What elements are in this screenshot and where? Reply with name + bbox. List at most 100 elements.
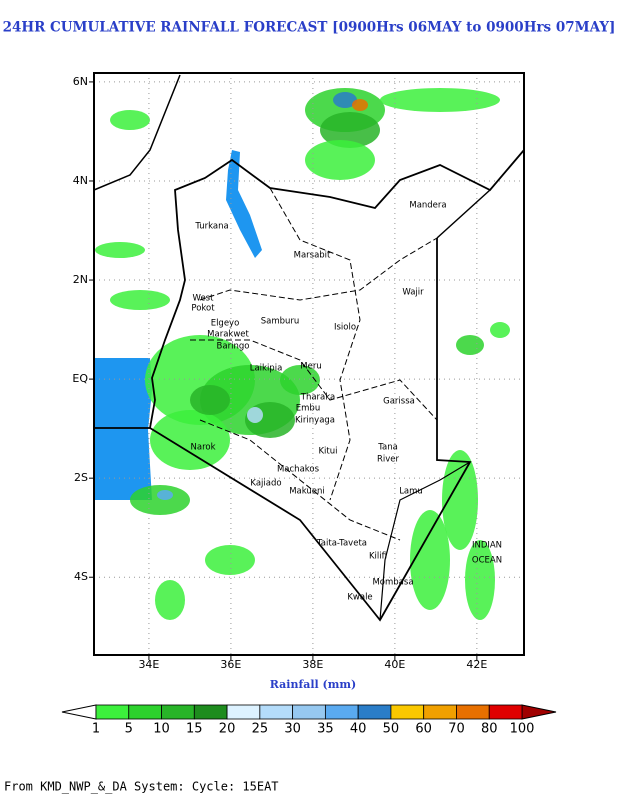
place-label: Elgeyo [211,319,240,329]
map [93,73,525,655]
colorbar-label: 70 [448,722,465,737]
x-tick-label: 36E [220,658,241,671]
colorbar-label: 40 [350,722,367,737]
place-label: River [377,455,400,465]
y-tick-label: 4S [74,570,88,583]
border [190,339,438,421]
colorbar-bin [292,704,326,720]
colorbar-under [61,704,97,720]
colorbar-label: 5 [125,722,133,737]
rain-area [380,88,500,112]
border [93,74,181,191]
lake-turkana [226,150,262,258]
colorbar-label: 50 [383,722,400,737]
colorbar-bin [128,704,162,720]
place-label: Pokot [191,304,215,314]
place-label: OCEAN [472,556,502,566]
place-label: Mandera [409,201,446,211]
rain-area [410,510,450,610]
colorbar-bin [324,704,359,720]
colorbar-label: 15 [186,722,203,737]
place-label: Tana [377,443,398,453]
colorbar-label: 60 [415,722,432,737]
rain-area [190,385,230,415]
colorbar-bin [259,704,294,720]
y-tick-label: 2S [74,471,88,484]
place-label: Garissa [383,397,415,407]
place-label: Lamu [399,487,423,497]
x-tick-label: 40E [384,658,405,671]
y-tick-label: 6N [73,75,88,88]
rain-area [280,365,320,395]
colorbar-bin [161,704,195,720]
colorbar-label: 10 [153,722,170,737]
place-label: Baringo [217,342,250,352]
y-tick-label: 2N [73,273,88,286]
x-axis-label: Rainfall (mm) [270,678,356,691]
map-frame [93,72,525,656]
colorbar-label: 100 [510,722,535,737]
colorbar-label: 25 [252,722,269,737]
place-label: Wajir [402,288,424,298]
rain-area [130,485,190,515]
rain-area [205,545,255,575]
rain-area [352,99,368,111]
colorbar-label: 35 [317,722,334,737]
rain-area [247,407,263,423]
colorbar-label: 30 [284,722,301,737]
place-label: Narok [191,443,216,453]
place-label: Kwale [347,593,372,603]
y-tick-label: 4N [73,174,88,187]
rain-area [490,322,510,338]
colorbar-bin [456,704,490,720]
border [199,237,438,301]
place-label: INDIAN [472,541,502,551]
border [199,419,401,541]
y-tick-label: EQ [72,372,88,385]
footer: From KMD_NWP_&_DA System: Cycle: 15EAT [4,780,279,794]
place-label: Samburu [261,317,300,327]
place-label: Laikipia [250,364,283,374]
colorbar-bin [357,704,392,720]
rain-area [150,410,230,470]
rain-area [95,242,145,258]
place-label: Turkana [194,222,228,232]
place-label: Makueni [289,487,325,497]
x-tick-label: 38E [302,658,323,671]
rain-area [155,580,185,620]
place-label: West [193,294,215,304]
rain-area [305,140,375,180]
lake-victoria [94,358,152,500]
border [149,149,525,429]
rain-area [157,490,173,500]
colorbar-bin [193,704,228,720]
place-label: Machakos [277,465,320,475]
rain-area [320,112,380,148]
rain-area [110,290,170,310]
border [379,461,471,621]
place-label: Taita-Taveta [316,539,367,549]
colorbar-label: 80 [481,722,498,737]
rain-area [456,335,484,355]
rain-area [442,450,478,550]
colorbar-bin [390,704,425,720]
colorbar-bin [423,704,457,720]
place-label: Kirinyaga [295,416,335,426]
x-tick-label: 42E [466,658,487,671]
colorbar-label: 20 [219,722,236,737]
border [436,189,491,239]
colorbar-over [521,704,557,720]
place-label: Kitui [318,447,337,457]
place-label: Kilifi [369,552,387,562]
rain-area [333,92,357,108]
x-tick-label: 34E [138,658,159,671]
place-label: Isiolo [334,323,356,333]
place-label: Marakwet [207,330,249,340]
colorbar-bin [95,704,130,720]
place-label: Mombasa [372,578,413,588]
border [269,187,361,501]
colorbar-bin [488,704,523,720]
place-label: Embu [296,404,320,414]
place-label: Tharaka [300,393,335,403]
